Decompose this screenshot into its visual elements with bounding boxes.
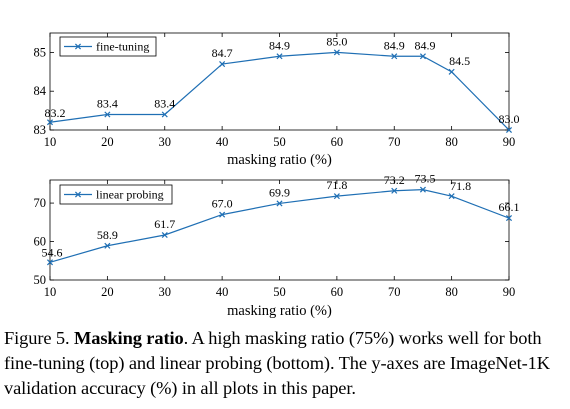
series-line-bottom [49, 189, 510, 263]
data-label: 83.0 [499, 112, 520, 126]
data-point-marker [104, 111, 111, 118]
figure-caption: Figure 5. Masking ratio. A high masking … [4, 326, 568, 401]
data-label: 85.0 [326, 34, 347, 48]
data-label: 58.9 [97, 228, 118, 242]
data-point-marker [46, 119, 54, 126]
x-tick-label: 90 [503, 285, 516, 299]
data-label: 67.0 [212, 197, 233, 211]
data-label: 54.6 [42, 245, 63, 259]
caption-prefix: Figure 5. [4, 328, 75, 348]
data-point-marker [419, 186, 426, 193]
series-line-top [49, 51, 510, 131]
data-point-marker [219, 61, 226, 68]
legend-box-top [59, 36, 157, 57]
data-label: 84.9 [414, 38, 435, 52]
data-point-marker [391, 53, 398, 60]
data-point-marker [391, 187, 398, 194]
data-label: 84.7 [212, 46, 233, 60]
x-axis-label-bottom: masking ratio (%) [227, 303, 332, 319]
data-point-marker [161, 231, 168, 239]
data-label: 61.7 [154, 217, 175, 231]
data-point-marker [219, 211, 226, 218]
x-tick-label: 30 [159, 285, 172, 299]
x-tick-label: 50 [273, 135, 286, 149]
legend-label-top: fine-tuning [96, 40, 149, 54]
data-point-marker [46, 259, 54, 266]
data-point-marker [104, 242, 111, 249]
x-tick-label: 70 [388, 285, 401, 299]
x-tick-label: 40 [216, 135, 229, 149]
x-tick-label: 10 [44, 135, 57, 149]
data-label: 83.4 [154, 96, 175, 110]
x-tick-label: 80 [445, 285, 458, 299]
data-point-marker [448, 193, 455, 200]
y-tick-label: 85 [34, 45, 47, 59]
y-tick-label: 83 [34, 123, 47, 137]
data-label: 84.5 [449, 54, 470, 68]
data-label: 84.9 [384, 38, 405, 52]
data-label: 84.9 [269, 38, 290, 52]
x-tick-label: 30 [159, 135, 172, 149]
data-point-marker [333, 193, 340, 200]
data-label: 71.8 [450, 179, 471, 193]
data-label: 83.4 [97, 96, 118, 110]
data-point-marker [505, 215, 513, 222]
x-tick-label: 90 [503, 135, 516, 149]
data-point-marker [448, 68, 455, 75]
y-tick-label: 60 [34, 235, 47, 249]
data-label: 73.2 [384, 173, 405, 187]
x-tick-label: 40 [216, 285, 229, 299]
x-tick-label: 70 [388, 135, 401, 149]
x-tick-label: 50 [273, 285, 286, 299]
y-tick-label: 70 [34, 196, 47, 210]
x-axis-label-top: masking ratio (%) [227, 152, 332, 168]
x-tick-label: 20 [101, 285, 114, 299]
x-tick-label: 20 [101, 135, 114, 149]
data-point-marker [419, 53, 426, 60]
figure-canvas: 10 20 30 40 50 60 70 80 90 83 84 85 masking ratio (%… [34, 32, 520, 319]
data-point-marker [505, 126, 513, 134]
data-point-marker [333, 49, 340, 56]
caption-text: . A high masking ratio (75%) works well … [4, 328, 550, 398]
x-tick-label: 80 [445, 135, 458, 149]
data-label: 83.2 [45, 106, 66, 120]
data-label: 71.8 [326, 178, 347, 192]
legend-box-bottom [59, 184, 173, 205]
legend-label-bottom: linear probing [96, 188, 164, 202]
legend-marker-icon [74, 43, 82, 50]
y-tick-label: 50 [34, 273, 47, 287]
data-label: 66.1 [499, 200, 520, 214]
data-point-marker [161, 111, 168, 118]
data-point-marker [276, 200, 283, 207]
y-tick-label: 84 [34, 84, 47, 98]
x-tick-label: 60 [331, 135, 344, 149]
legend-marker-icon [74, 191, 82, 198]
x-tick-label: 10 [44, 285, 57, 299]
data-label: 69.9 [269, 185, 290, 199]
data-label: 73.5 [414, 172, 435, 186]
caption-bold-title: Masking ratio [74, 328, 184, 348]
data-point-marker [276, 53, 283, 60]
x-tick-label: 60 [331, 285, 344, 299]
